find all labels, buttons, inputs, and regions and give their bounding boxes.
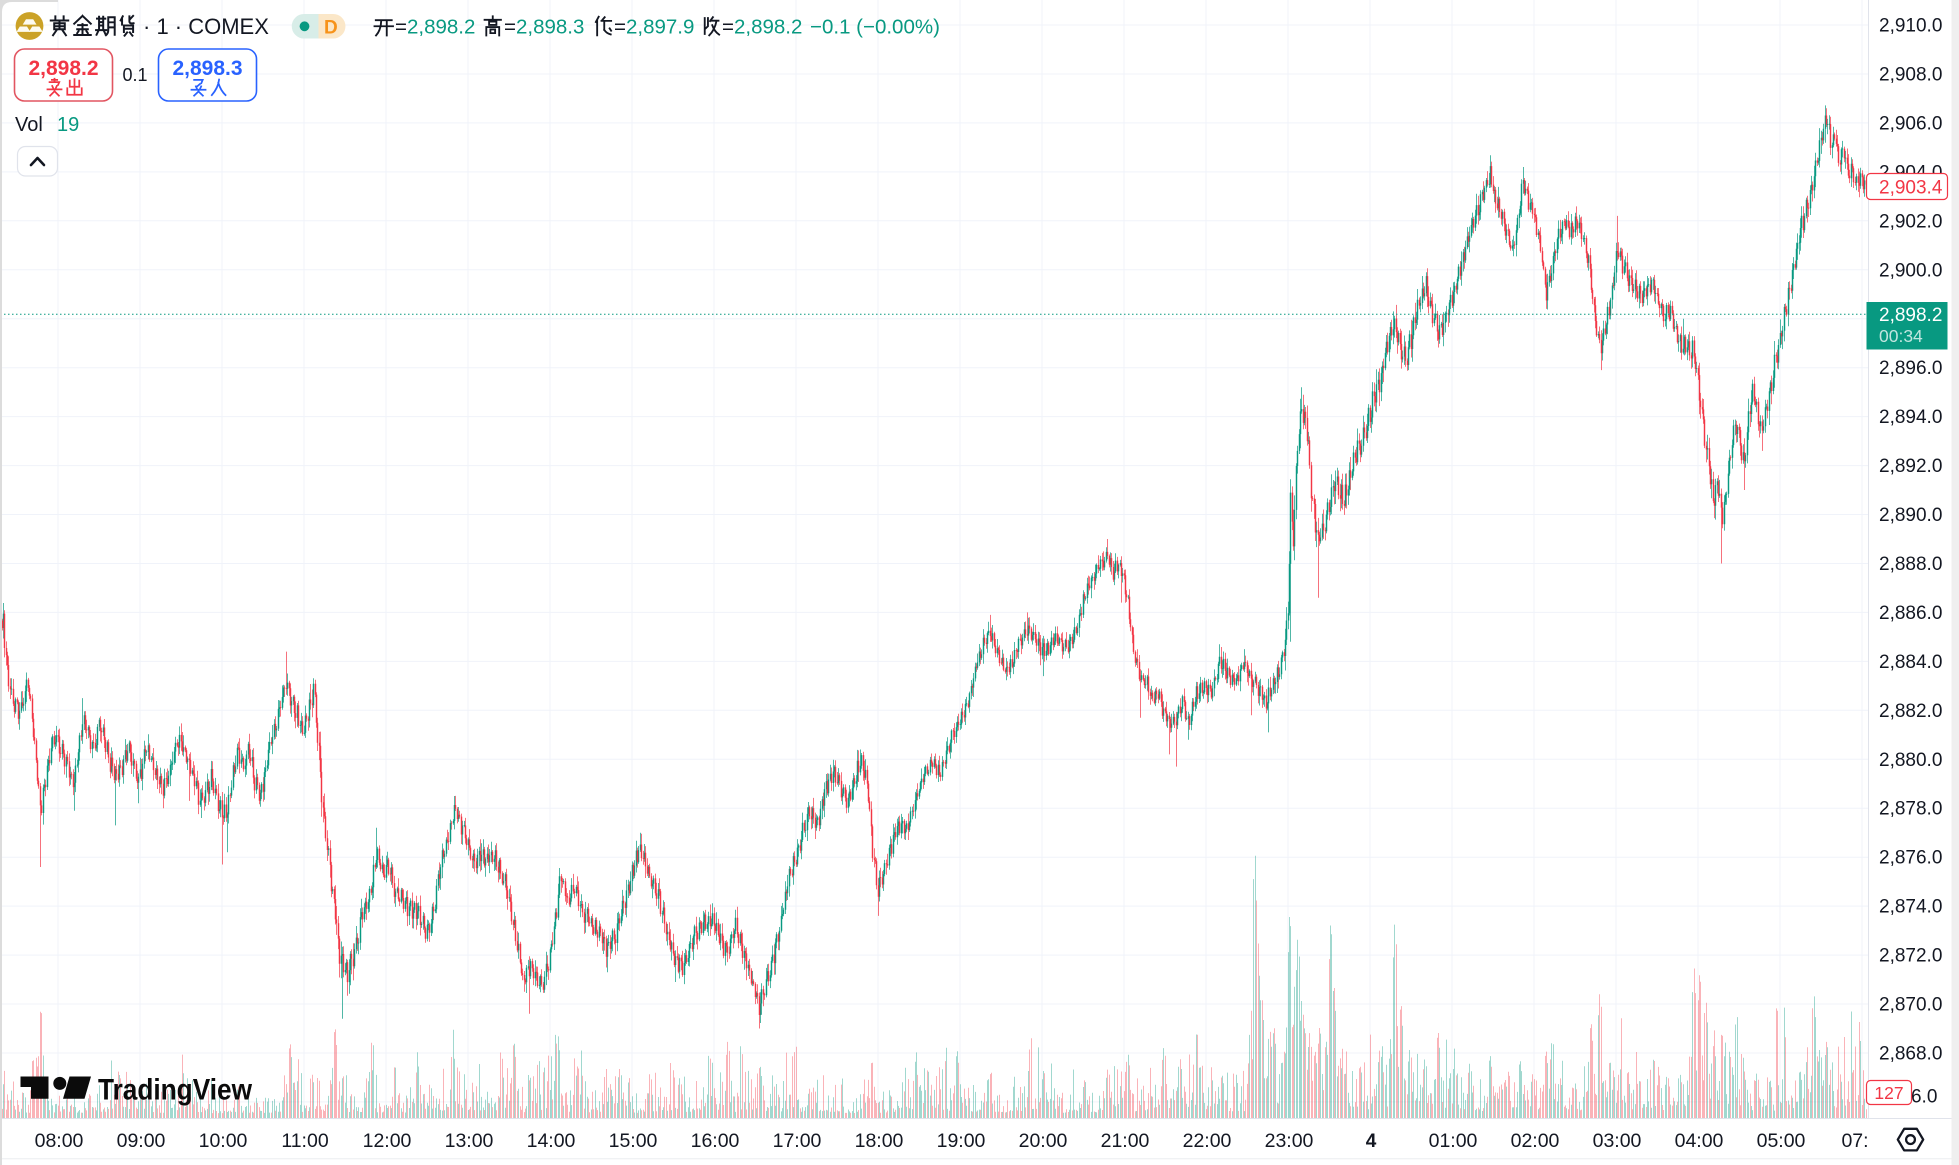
svg-text:2,886.0: 2,886.0 [1879,603,1942,624]
svg-text:D: D [324,18,338,39]
svg-text:TradingView: TradingView [98,1074,253,1107]
svg-text:11:00: 11:00 [281,1130,329,1152]
svg-text:01:00: 01:00 [1429,1130,1478,1152]
svg-text:2,876.0: 2,876.0 [1879,848,1942,869]
svg-text:2,890.0: 2,890.0 [1879,505,1942,526]
svg-text:· 1 · COMEX: · 1 · COMEX [143,14,269,39]
svg-text:2,894.0: 2,894.0 [1879,407,1942,428]
svg-text:=2,897.9: =2,897.9 [614,16,694,39]
svg-text:12:00: 12:00 [363,1130,412,1152]
svg-text:2,898.2: 2,898.2 [1879,305,1942,326]
svg-text:2,888.0: 2,888.0 [1879,554,1942,575]
svg-text:17:00: 17:00 [773,1130,822,1152]
svg-text:14:00: 14:00 [527,1130,576,1152]
svg-text:13:00: 13:00 [445,1130,494,1152]
svg-text:−0.1 (−0.00%): −0.1 (−0.00%) [810,16,940,39]
svg-text:04:00: 04:00 [1675,1130,1724,1152]
svg-text:09:00: 09:00 [117,1130,166,1152]
svg-text:10:00: 10:00 [199,1130,248,1152]
svg-text:2,870.0: 2,870.0 [1879,995,1942,1016]
svg-text:2,892.0: 2,892.0 [1879,456,1942,477]
svg-text:2,872.0: 2,872.0 [1879,946,1942,967]
svg-text:2,898.3: 2,898.3 [172,57,242,80]
svg-text:07:: 07: [1841,1130,1868,1152]
svg-text:2,874.0: 2,874.0 [1879,897,1942,918]
svg-text:03:00: 03:00 [1593,1130,1642,1152]
svg-text:16:00: 16:00 [691,1130,740,1152]
svg-text:2,902.0: 2,902.0 [1879,211,1942,232]
svg-text:4: 4 [1366,1131,1377,1152]
svg-text:2,910.0: 2,910.0 [1879,16,1942,37]
svg-text:2,898.2: 2,898.2 [28,57,98,80]
svg-text:2,882.0: 2,882.0 [1879,701,1942,722]
svg-text:Vol: Vol [15,114,43,136]
svg-text:19:00: 19:00 [937,1130,986,1152]
svg-text:23:00: 23:00 [1265,1130,1314,1152]
svg-text:2,900.0: 2,900.0 [1879,260,1942,281]
svg-text:2,908.0: 2,908.0 [1879,65,1942,86]
svg-text:15:00: 15:00 [609,1130,658,1152]
svg-text:0.1: 0.1 [122,65,147,85]
svg-text:2,903.4: 2,903.4 [1879,178,1943,199]
svg-text:20:00: 20:00 [1019,1130,1068,1152]
svg-text:02:00: 02:00 [1511,1130,1560,1152]
svg-text:08:00: 08:00 [35,1130,84,1152]
svg-text:21:00: 21:00 [1101,1130,1150,1152]
svg-text:=2,898.2: =2,898.2 [722,16,802,39]
svg-text:2,896.0: 2,896.0 [1879,358,1942,379]
svg-text:22:00: 22:00 [1183,1130,1232,1152]
svg-text:127: 127 [1874,1083,1903,1103]
svg-text:2,868.0: 2,868.0 [1879,1044,1942,1065]
svg-text:2,884.0: 2,884.0 [1879,652,1942,673]
svg-text:=2,898.2: =2,898.2 [395,16,475,39]
svg-text:2,880.0: 2,880.0 [1879,750,1942,771]
svg-text:18:00: 18:00 [855,1130,904,1152]
svg-text:19: 19 [57,114,79,136]
svg-text:=2,898.3: =2,898.3 [504,16,584,39]
svg-text:00:34: 00:34 [1879,326,1923,346]
svg-text:05:00: 05:00 [1757,1130,1806,1152]
svg-text:2,906.0: 2,906.0 [1879,113,1942,134]
svg-text:2,878.0: 2,878.0 [1879,799,1942,820]
